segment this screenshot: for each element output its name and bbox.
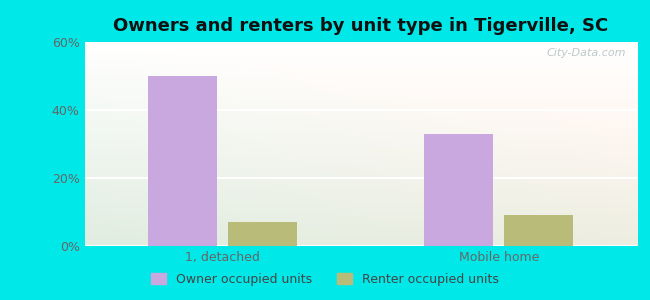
Bar xyxy=(148,76,217,246)
Legend: Owner occupied units, Renter occupied units: Owner occupied units, Renter occupied un… xyxy=(146,268,504,291)
Title: Owners and renters by unit type in Tigerville, SC: Owners and renters by unit type in Tiger… xyxy=(113,17,608,35)
Bar xyxy=(424,134,493,246)
Text: City-Data.com: City-Data.com xyxy=(547,48,626,58)
Bar xyxy=(228,222,297,246)
Bar xyxy=(504,215,573,246)
